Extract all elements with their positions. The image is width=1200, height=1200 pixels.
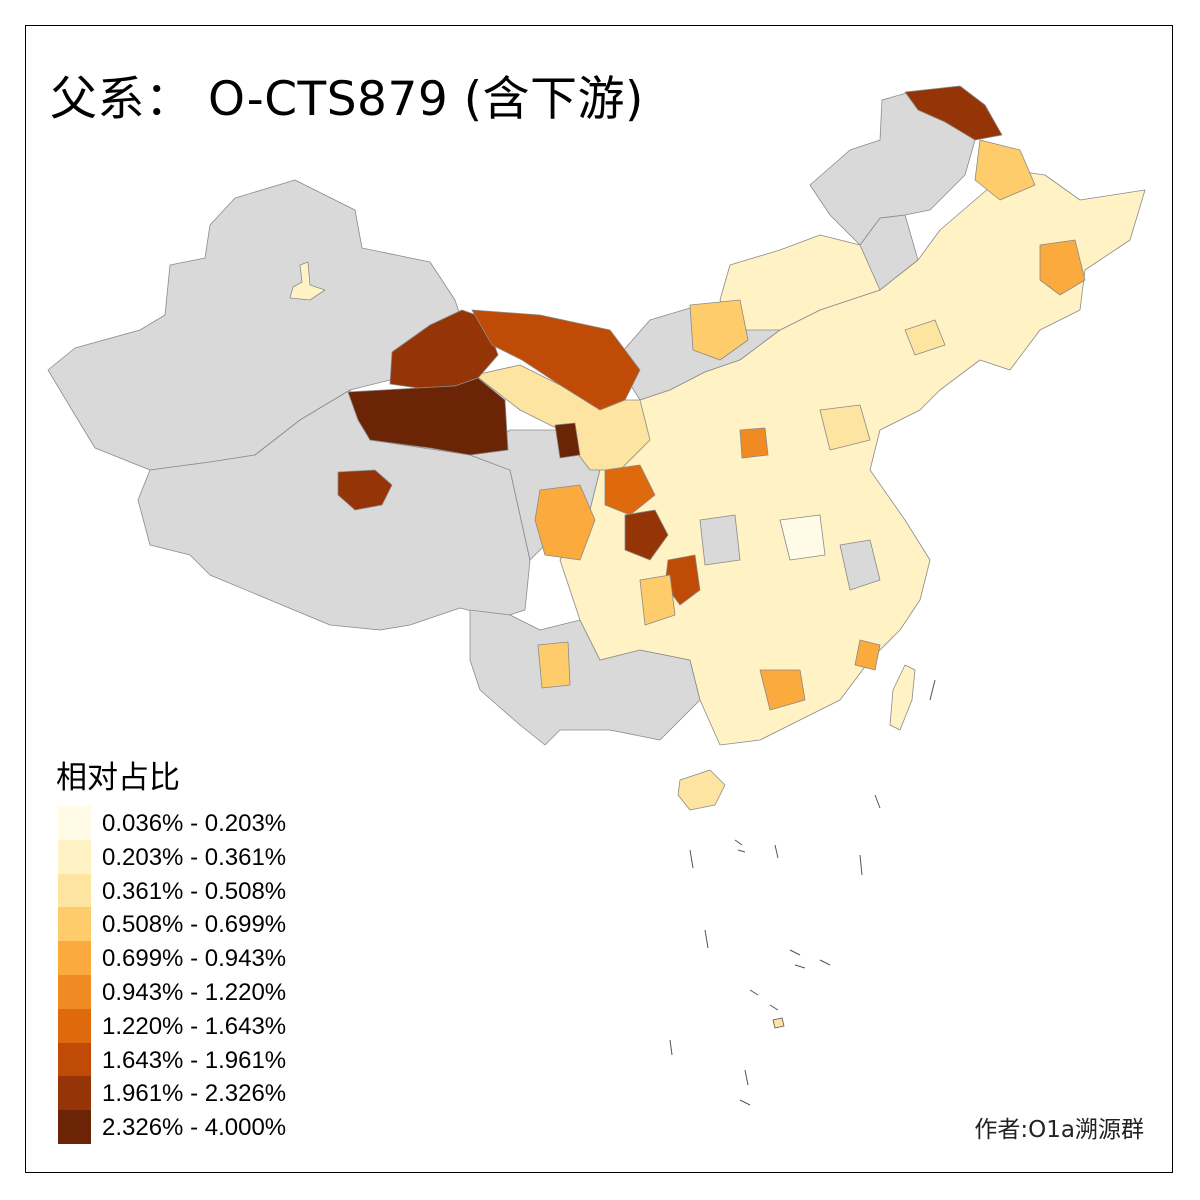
patch-q	[699, 514, 741, 566]
patch-l	[739, 427, 769, 459]
legend-swatch	[58, 974, 91, 1009]
patch-f	[689, 299, 749, 361]
patch-c	[624, 509, 669, 561]
patch-r	[839, 539, 881, 591]
legend-swatch	[58, 1110, 91, 1144]
region-heilongjiang-dark	[904, 85, 1003, 141]
region-east-main	[559, 169, 1146, 746]
south-sea-islands	[669, 679, 936, 1106]
patch-h	[1039, 239, 1086, 296]
patch-p	[779, 514, 826, 561]
region-inner-mongolia-dark	[471, 309, 641, 411]
patch-k	[537, 641, 571, 689]
legend-label: 0.699% - 0.943%	[102, 945, 287, 973]
legend-label: 1.961% - 2.326%	[102, 1080, 287, 1108]
legend-label: 0.508% - 0.699%	[102, 911, 287, 939]
region-gansu-strip	[474, 364, 651, 471]
region-hainan	[677, 769, 726, 811]
legend-label: 1.220% - 1.643%	[102, 1012, 287, 1040]
legend-swatch	[58, 1076, 91, 1111]
legend-swatch	[58, 1042, 91, 1077]
patch-e	[554, 422, 581, 459]
region-taiwan	[889, 664, 916, 731]
patch-b	[604, 464, 656, 516]
patch-m	[819, 404, 871, 451]
author-credit: 作者:O1a溯源群	[974, 1117, 1144, 1143]
legend-swatch	[58, 839, 91, 874]
legend-label: 0.361% - 0.508%	[102, 877, 287, 905]
legend-swatch	[58, 941, 91, 975]
legend-swatch	[58, 806, 91, 840]
legend-label: 2.326% - 4.000%	[102, 1114, 287, 1142]
region-xinjiang-spot	[289, 261, 326, 301]
patch-g	[974, 139, 1036, 201]
legend-swatch	[58, 907, 91, 942]
legend-label: 1.643% - 1.961%	[102, 1046, 287, 1074]
region-tibet-dark	[337, 469, 393, 511]
legend-label: 0.036% - 0.203%	[102, 810, 287, 837]
legend-title: 相对占比	[56, 760, 180, 796]
region-northwest-dark	[389, 309, 499, 389]
patch-o	[904, 319, 946, 356]
legend-label: 0.943% - 1.220%	[102, 978, 287, 1006]
legend-label: 0.203% - 0.361%	[102, 843, 287, 871]
patch-j	[759, 669, 806, 711]
region-southwest-grey	[469, 609, 701, 746]
map-title: 父系： O-CTS879 (含下游)	[50, 72, 644, 127]
legend-swatch	[58, 1008, 91, 1043]
region-qinghai-darkest	[347, 377, 509, 456]
south-sea-island-colored	[772, 1017, 785, 1029]
patch-i	[639, 574, 676, 626]
patch-n	[854, 639, 881, 671]
patch-a	[534, 484, 596, 561]
legend-swatch	[58, 873, 91, 908]
